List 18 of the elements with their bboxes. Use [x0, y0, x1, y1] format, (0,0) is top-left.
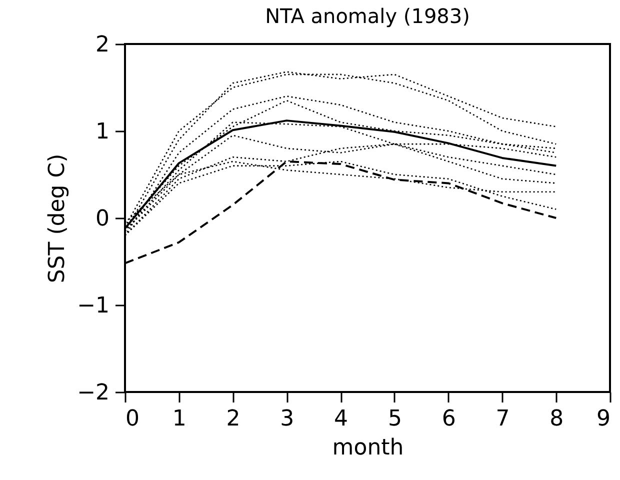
chart-title: NTA anomaly (1983) — [265, 4, 470, 28]
x-tick-label: 7 — [496, 406, 510, 432]
x-tick-label: 3 — [280, 406, 294, 432]
x-tick-label: 0 — [126, 406, 140, 432]
y-tick-label: 2 — [96, 32, 110, 58]
y-tick-label: 1 — [96, 120, 110, 144]
x-tick-label: 4 — [334, 406, 348, 432]
y-axis-title: SST (deg C) — [45, 154, 70, 284]
y-tick-label: −1 — [77, 294, 110, 318]
x-axis-title: month — [332, 436, 404, 460]
y-tick-label: −2 — [77, 380, 110, 406]
x-tick-label: 9 — [596, 406, 610, 432]
y-tick-label: 0 — [96, 206, 110, 232]
x-tick-label: 2 — [226, 406, 240, 432]
x-tick-label: 5 — [388, 406, 402, 432]
x-tick-label: 8 — [550, 406, 564, 432]
x-tick-label: 6 — [442, 406, 456, 432]
x-tick-label: 1 — [172, 406, 186, 432]
